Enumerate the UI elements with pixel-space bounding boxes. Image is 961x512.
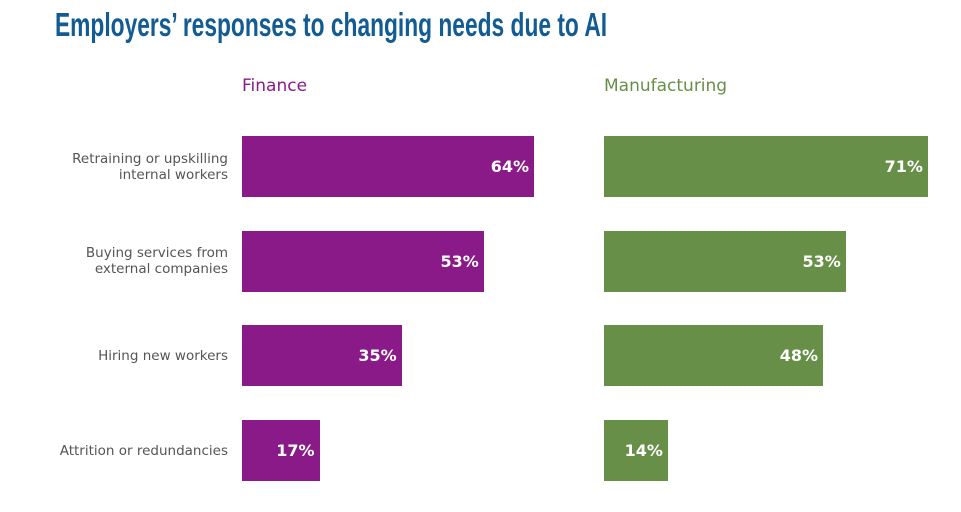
data-label: 17%	[276, 441, 315, 461]
category-label: Buying services from external companies	[0, 245, 228, 277]
chart-title: Employers’ responses to changing needs d…	[55, 6, 608, 43]
category-label-line: Buying services from	[85, 245, 228, 262]
bar	[604, 420, 668, 482]
bar	[242, 230, 484, 292]
series-title: Manufacturing	[604, 76, 728, 96]
category-label: Hiring new workers	[0, 348, 228, 364]
data-label: 35%	[358, 346, 397, 366]
bar	[604, 325, 823, 387]
bar	[242, 136, 534, 197]
category-label: Retraining or upskilling internal workers	[0, 151, 228, 183]
series-title: Finance	[242, 76, 308, 96]
data-label: 53%	[802, 251, 841, 271]
category-label-line: internal workers	[118, 166, 228, 183]
category-label: Attrition or redundancies	[0, 443, 228, 459]
category-label-line: Hiring new workers	[98, 347, 228, 364]
bar	[242, 420, 320, 482]
data-label: 64%	[490, 157, 529, 176]
bar	[604, 230, 846, 292]
data-label: 53%	[440, 251, 479, 271]
data-label: 14%	[624, 441, 663, 461]
bar	[242, 325, 402, 387]
bar	[604, 136, 928, 197]
category-label-line: Attrition or redundancies	[59, 442, 228, 459]
category-label-line: Retraining or upskilling	[72, 150, 228, 167]
category-label-line: external companies	[94, 261, 228, 278]
data-label: 71%	[884, 157, 923, 176]
data-label: 48%	[779, 346, 818, 366]
